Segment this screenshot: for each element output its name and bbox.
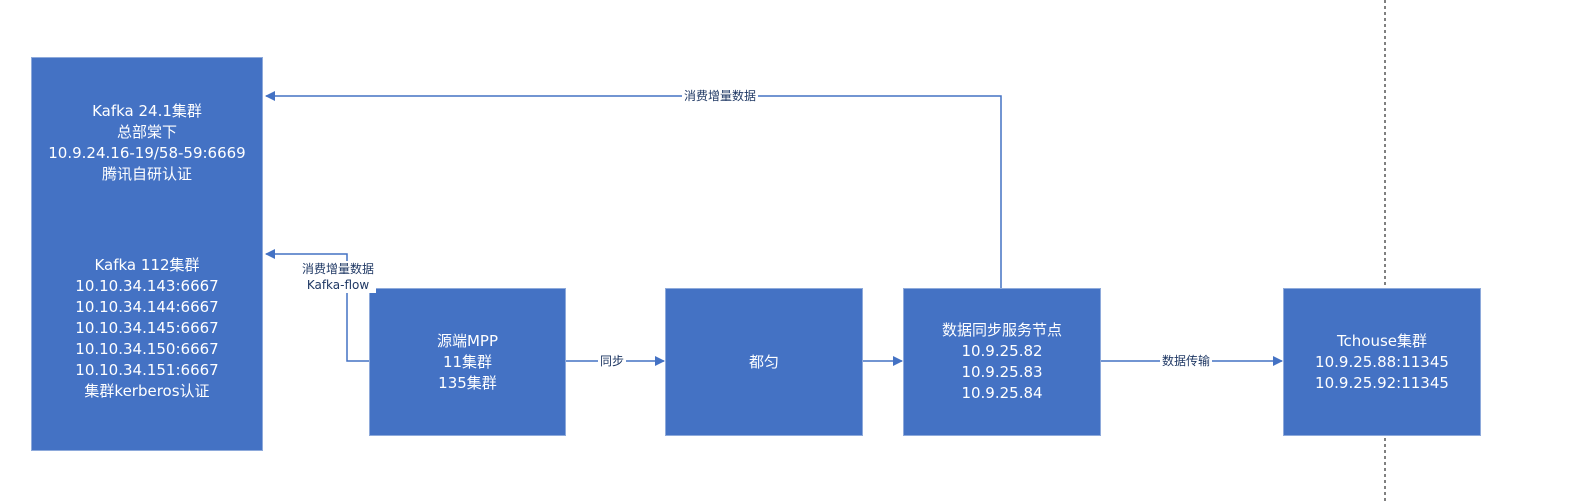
kafka-112-address-3: 10.10.34.145:6667 bbox=[75, 319, 219, 337]
edge-label-mpp-to-kafka: 消费增量数据 Kafka-flow bbox=[300, 261, 377, 293]
sync-service-ip-3: 10.9.25.84 bbox=[961, 384, 1043, 402]
kafka-112-address-2: 10.10.34.144:6667 bbox=[75, 298, 219, 316]
sync-service-node: 数据同步服务节点 10.9.25.82 10.9.25.83 10.9.25.8… bbox=[903, 288, 1101, 436]
kafka-24-1-location: 总部棠下 bbox=[116, 123, 177, 141]
kafka-24-1-title: Kafka 24.1集群 bbox=[92, 102, 202, 120]
edge-label-mpp-to-kafka-line-1: 消费增量数据 bbox=[302, 262, 375, 276]
sync-service-ip-2: 10.9.25.83 bbox=[961, 363, 1043, 381]
kafka-24-1-address: 10.9.24.16-19/58-59:6669 bbox=[48, 144, 246, 162]
tchouse-address-2: 10.9.25.92:11345 bbox=[1315, 373, 1449, 392]
source-mpp-node: 源端MPP 11集群 135集群 bbox=[369, 288, 566, 436]
edge-label-sync-to-kafka: 消费增量数据 bbox=[682, 88, 759, 104]
source-mpp-cluster-11: 11集群 bbox=[442, 352, 493, 371]
kafka-112-auth: 集群kerberos认证 bbox=[84, 382, 210, 400]
duyun-node: 都匀 bbox=[665, 288, 863, 436]
kafka-112-title: Kafka 112集群 bbox=[94, 256, 200, 274]
tchouse-address-1: 10.9.25.88:11345 bbox=[1315, 352, 1449, 371]
kafka-112-address-1: 10.10.34.143:6667 bbox=[75, 277, 219, 295]
edge-sync-to-kafka bbox=[265, 91, 1002, 288]
kafka-112-address-5: 10.10.34.151:6667 bbox=[75, 361, 219, 379]
source-mpp-title: 源端MPP bbox=[436, 331, 499, 350]
tchouse-title: Tchouse集群 bbox=[1336, 331, 1428, 350]
edge-label-mpp-to-duyun: 同步 bbox=[598, 353, 627, 369]
kafka-24-1-cluster: Kafka 24.1集群 总部棠下 10.9.24.16-19/58-59:66… bbox=[48, 101, 245, 185]
duyun-title: 都匀 bbox=[748, 352, 779, 371]
kafka-24-1-auth: 腾讯自研认证 bbox=[101, 165, 192, 183]
edge-mpp-to-kafka bbox=[265, 249, 369, 362]
kafka-112-cluster: Kafka 112集群 10.10.34.143:6667 10.10.34.1… bbox=[75, 255, 218, 402]
kafka-112-address-4: 10.10.34.150:6667 bbox=[75, 340, 219, 358]
edge-label-sync-to-tchouse: 数据传输 bbox=[1160, 353, 1213, 369]
tchouse-node: Tchouse集群 10.9.25.88:11345 10.9.25.92:11… bbox=[1283, 288, 1481, 436]
edge-label-mpp-to-kafka-line-2: Kafka-flow bbox=[306, 278, 370, 292]
source-mpp-cluster-135: 135集群 bbox=[438, 373, 497, 392]
sync-service-ip-1: 10.9.25.82 bbox=[961, 342, 1043, 360]
sync-service-title: 数据同步服务节点 bbox=[941, 321, 1062, 339]
kafka-clusters-node: Kafka 24.1集群 总部棠下 10.9.24.16-19/58-59:66… bbox=[31, 57, 263, 451]
